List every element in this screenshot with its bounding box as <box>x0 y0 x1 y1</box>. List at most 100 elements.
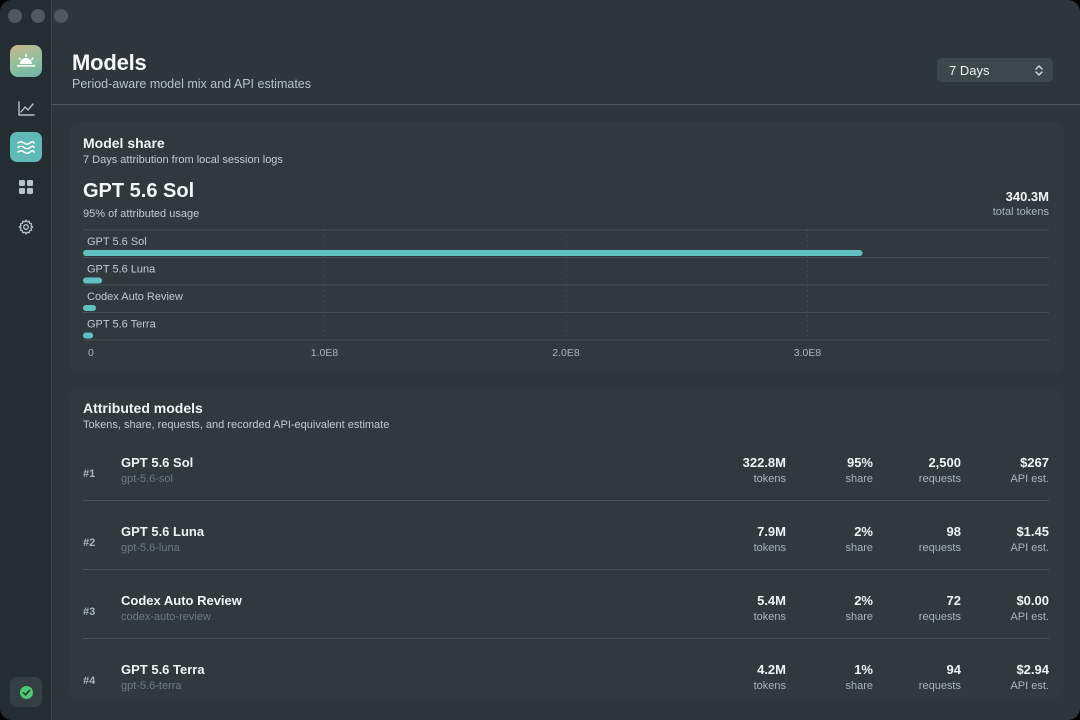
model-requests-stat: 98 requests <box>919 524 961 554</box>
model-requests-stat: 72 requests <box>919 593 961 623</box>
header-divider <box>52 104 1080 105</box>
bar <box>83 250 863 256</box>
model-api-label: API est. <box>1010 611 1049 623</box>
model-requests-label: requests <box>918 680 961 692</box>
model-row[interactable]: #1 GPT 5.6 Sol gpt-5.6-sol 322.8M tokens 9… <box>83 450 1049 506</box>
nav-usage[interactable] <box>10 93 42 123</box>
model-tokens-value: 7.9M <box>757 524 786 539</box>
model-tokens-stat: 5.4M tokens <box>754 593 786 623</box>
model-tokens-value: 5.4M <box>757 593 786 608</box>
model-row[interactable]: #4 GPT 5.6 Terra gpt-5.6-terra 4.2M tokens… <box>83 657 1049 713</box>
model-requests-value: 98 <box>946 524 961 539</box>
model-api-label: API est. <box>1010 473 1049 485</box>
x-tick-label: 0 <box>88 347 94 359</box>
model-requests-value: 94 <box>946 662 961 677</box>
close-window-button[interactable] <box>8 9 22 23</box>
waves-icon <box>17 141 35 154</box>
model-api-stat: $267 API est. <box>1010 455 1049 485</box>
model-share-stat: 1% share <box>845 662 873 692</box>
grid-icon <box>19 180 33 194</box>
model-tokens-label: tokens <box>753 473 786 485</box>
model-id: gpt-5.6-sol <box>121 473 173 485</box>
model-row[interactable]: #3 Codex Auto Review codex-auto-review 5.4… <box>83 588 1049 644</box>
sidebar <box>0 0 68 720</box>
attributed-models-title: Attributed models <box>83 400 203 416</box>
model-rank: #3 <box>83 606 96 618</box>
model-share-stat: 2% share <box>845 593 873 623</box>
row-divider <box>83 638 1049 639</box>
model-share-label: share <box>845 680 873 692</box>
page-subtitle: Period-aware model mix and API estimates <box>72 77 311 91</box>
model-name: Codex Auto Review <box>121 593 242 608</box>
sunrise-icon <box>17 54 35 67</box>
chevron-up-down-icon <box>1035 64 1043 76</box>
x-tick-label: 3.0E8 <box>794 347 822 359</box>
model-share-stat: 95% share <box>845 455 873 485</box>
status-indicator[interactable] <box>10 677 42 707</box>
model-share-label: share <box>845 611 873 623</box>
model-api-value: $1.45 <box>1016 524 1049 539</box>
model-id: codex-auto-review <box>121 611 211 623</box>
model-api-value: $0.00 <box>1016 593 1049 608</box>
total-tokens-label: total tokens <box>992 206 1049 218</box>
model-requests-label: requests <box>918 542 961 554</box>
model-rank: #2 <box>83 537 96 549</box>
model-api-value: $2.94 <box>1016 662 1049 677</box>
model-api-stat: $1.45 API est. <box>1010 524 1049 554</box>
model-api-stat: $2.94 API est. <box>1010 662 1049 692</box>
model-tokens-stat: 322.8M tokens <box>743 455 786 485</box>
model-share-chart: GPT 5.6 Sol GPT 5.6 Luna Codex Auto Review… <box>83 229 1049 359</box>
chart-line-icon <box>17 100 35 116</box>
period-select[interactable]: 7 Days <box>937 58 1053 82</box>
bar-category-label: GPT 5.6 Sol <box>87 236 147 248</box>
model-tokens-value: 4.2M <box>757 662 786 677</box>
model-tokens-value: 322.8M <box>742 455 786 470</box>
model-requests-label: requests <box>918 611 961 623</box>
bar-category-label: Codex Auto Review <box>87 291 183 303</box>
model-tokens-label: tokens <box>753 680 786 692</box>
model-share-card: Model share 7 Days attribution from loca… <box>70 122 1064 372</box>
model-share-value: 2% <box>854 524 873 539</box>
model-tokens-label: tokens <box>753 611 786 623</box>
bar-category-label: GPT 5.6 Luna <box>87 264 156 276</box>
row-divider <box>83 569 1049 570</box>
row-divider <box>83 500 1049 501</box>
model-row[interactable]: #2 GPT 5.6 Luna gpt-5.6-luna 7.9M tokens 2… <box>83 519 1049 575</box>
attributed-models-card: Attributed models Tokens, share, request… <box>70 389 1064 699</box>
model-api-value: $267 <box>1020 455 1049 470</box>
model-tokens-stat: 7.9M tokens <box>754 524 786 554</box>
model-name: GPT 5.6 Luna <box>121 524 205 539</box>
total-tokens-value: 340.3M <box>1005 189 1049 204</box>
model-share-value: 2% <box>854 593 873 608</box>
period-select-value: 7 Days <box>949 62 990 78</box>
top-model-share: 95% of attributed usage <box>83 208 200 220</box>
bar <box>83 277 103 284</box>
page-title: Models <box>72 50 147 75</box>
model-share-label: share <box>845 542 873 554</box>
x-tick-label: 2.0E8 <box>552 347 580 359</box>
model-share-value: 95% <box>846 455 873 470</box>
nav-models[interactable] <box>10 132 42 162</box>
minimize-window-button[interactable] <box>31 9 45 23</box>
bar <box>83 305 97 311</box>
model-api-stat: $0.00 API est. <box>1010 593 1049 623</box>
zoom-window-button[interactable] <box>54 9 68 23</box>
model-share-subtitle: 7 Days attribution from local session lo… <box>83 154 283 166</box>
nav-settings[interactable] <box>10 212 42 242</box>
app-logo <box>10 45 42 77</box>
model-tokens-stat: 4.2M tokens <box>754 662 786 692</box>
model-requests-stat: 94 requests <box>919 662 961 692</box>
attributed-models-subtitle: Tokens, share, requests, and recorded AP… <box>83 419 390 431</box>
bar-category-label: GPT 5.6 Terra <box>87 319 157 331</box>
model-api-label: API est. <box>1010 680 1049 692</box>
x-tick-label: 1.0E8 <box>311 347 339 359</box>
model-share-label: share <box>845 473 873 485</box>
window-controls <box>8 9 68 23</box>
bar <box>83 332 94 339</box>
gear-icon <box>18 219 34 235</box>
model-id: gpt-5.6-terra <box>121 680 182 692</box>
nav-dashboard[interactable] <box>10 172 42 202</box>
model-rank: #4 <box>83 675 96 687</box>
model-name: GPT 5.6 Sol <box>121 455 194 470</box>
main-content: Models Period-aware model mix and API es… <box>52 0 1080 720</box>
